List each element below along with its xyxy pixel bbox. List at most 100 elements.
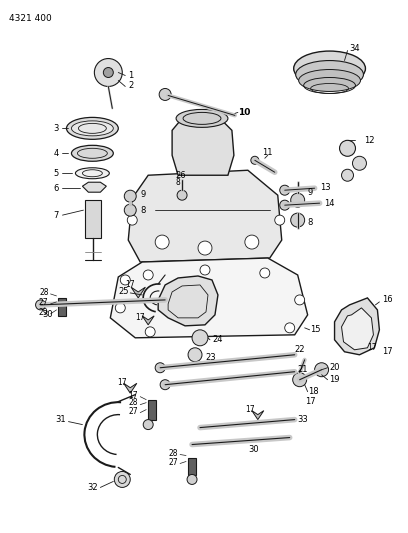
Circle shape <box>187 474 197 484</box>
Text: 17: 17 <box>135 313 145 322</box>
Circle shape <box>160 379 170 390</box>
Circle shape <box>275 215 285 225</box>
Text: 27: 27 <box>169 458 178 467</box>
Circle shape <box>251 156 259 164</box>
Circle shape <box>124 190 136 202</box>
Text: 30: 30 <box>42 310 53 319</box>
Text: 30: 30 <box>248 445 259 454</box>
Text: 14: 14 <box>325 199 335 208</box>
Text: 33: 33 <box>298 415 308 424</box>
Text: 5: 5 <box>53 169 58 177</box>
Text: 8: 8 <box>175 177 180 187</box>
Polygon shape <box>158 276 218 326</box>
Circle shape <box>94 59 122 86</box>
Text: 17: 17 <box>368 343 377 352</box>
Text: 10: 10 <box>238 108 250 117</box>
Polygon shape <box>124 383 137 393</box>
Ellipse shape <box>296 61 364 88</box>
Text: 23: 23 <box>205 353 215 362</box>
Circle shape <box>293 373 307 386</box>
Circle shape <box>339 140 355 156</box>
Text: 9: 9 <box>308 188 313 197</box>
Text: 28: 28 <box>169 449 178 458</box>
Circle shape <box>188 348 202 362</box>
Circle shape <box>198 241 212 255</box>
Text: 15: 15 <box>310 325 320 334</box>
Circle shape <box>295 295 305 305</box>
Circle shape <box>280 200 290 210</box>
Polygon shape <box>142 316 154 325</box>
Text: 2: 2 <box>128 81 133 90</box>
Circle shape <box>143 419 153 430</box>
Text: 28: 28 <box>129 398 138 407</box>
Circle shape <box>35 300 46 310</box>
Bar <box>188 457 196 475</box>
Circle shape <box>124 204 136 216</box>
Circle shape <box>177 190 187 200</box>
Text: 31: 31 <box>55 415 65 424</box>
Polygon shape <box>341 308 373 350</box>
Text: 17: 17 <box>245 405 255 414</box>
Polygon shape <box>128 170 282 262</box>
Bar <box>148 400 156 419</box>
Text: 12: 12 <box>364 136 375 145</box>
Text: 11: 11 <box>262 148 272 157</box>
Polygon shape <box>172 118 234 175</box>
Text: 20: 20 <box>330 363 340 372</box>
Circle shape <box>341 169 353 181</box>
Circle shape <box>145 327 155 337</box>
Ellipse shape <box>294 51 366 86</box>
Ellipse shape <box>299 69 360 92</box>
Polygon shape <box>335 298 379 355</box>
Text: 25: 25 <box>118 287 129 296</box>
Circle shape <box>159 88 171 100</box>
Text: 17: 17 <box>382 348 393 356</box>
Circle shape <box>291 213 305 227</box>
Text: 32: 32 <box>88 483 98 492</box>
Text: 17: 17 <box>117 378 127 387</box>
Polygon shape <box>82 182 106 192</box>
Circle shape <box>245 235 259 249</box>
Text: 22: 22 <box>295 345 305 354</box>
Circle shape <box>315 363 328 377</box>
Circle shape <box>353 156 366 170</box>
Text: 27: 27 <box>129 407 138 416</box>
Text: 21: 21 <box>298 365 308 374</box>
Circle shape <box>143 270 153 280</box>
Polygon shape <box>110 258 308 338</box>
Polygon shape <box>131 287 145 298</box>
Circle shape <box>115 303 125 313</box>
Text: 24: 24 <box>212 335 222 344</box>
Circle shape <box>103 68 113 77</box>
Circle shape <box>200 265 210 275</box>
Text: 34: 34 <box>350 44 360 53</box>
Circle shape <box>155 235 169 249</box>
Polygon shape <box>347 340 361 351</box>
Text: 6: 6 <box>53 184 58 193</box>
Circle shape <box>155 363 165 373</box>
Ellipse shape <box>71 121 113 136</box>
Text: 29: 29 <box>39 309 49 317</box>
Circle shape <box>127 215 137 225</box>
Circle shape <box>260 268 270 278</box>
Text: 3: 3 <box>53 124 58 133</box>
Text: 19: 19 <box>330 375 340 384</box>
Bar <box>58 298 67 316</box>
Circle shape <box>192 330 208 346</box>
Text: 9: 9 <box>140 190 146 199</box>
Text: 17: 17 <box>125 280 135 289</box>
Circle shape <box>291 193 305 207</box>
Text: 8: 8 <box>308 217 313 227</box>
Polygon shape <box>252 410 264 419</box>
Text: 1: 1 <box>128 71 133 80</box>
Text: 7: 7 <box>53 211 58 220</box>
Text: 13: 13 <box>319 183 330 192</box>
Circle shape <box>120 275 130 285</box>
Text: 4: 4 <box>53 149 58 158</box>
Ellipse shape <box>67 117 118 139</box>
Text: 26: 26 <box>175 171 186 180</box>
Text: 28: 28 <box>39 288 49 297</box>
Text: 16: 16 <box>382 295 393 304</box>
Ellipse shape <box>71 146 113 161</box>
Circle shape <box>285 323 295 333</box>
